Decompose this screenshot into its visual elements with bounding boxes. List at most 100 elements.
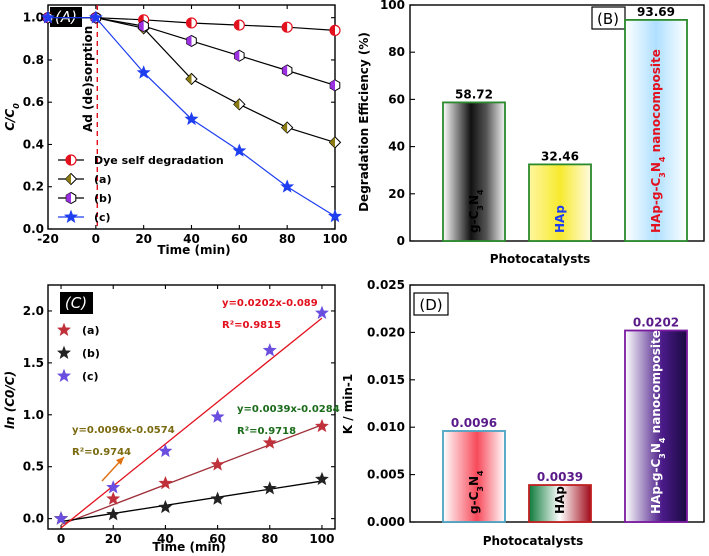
panel-b-axes: 0 20 40 60 80 100 [380,0,415,248]
panel-a-series-2-point-5-fill [282,65,288,77]
panel-c-fit-r2-1: R²=0.9718 [237,426,296,437]
panel-a-legend-marker-2-fill [66,192,71,204]
panel-c-series-0-point-2 [158,475,173,490]
panel-b-bar-value-label-0: 58.72 [455,87,493,101]
panel-a-series-1-point-4-fill [233,98,240,110]
panel-c-legend-marker-1 [57,345,71,359]
panel-d-y-tick-label-4: 0.020 [367,325,405,339]
panel-c-x-tick-label-4: 80 [261,532,278,546]
panel-c-x-tick-label-1: 20 [105,532,122,546]
panel-d-bar-category-label-2-part: N [649,443,663,453]
panel-c-fit-equation-1: y=0.0039x-0.0284 [237,404,340,415]
panel-c-label-box [60,292,93,314]
panel-a-x-tick-label-1: 0 [92,232,100,246]
panel-c-series-2-point-2 [158,443,173,458]
panel-b-bar-category-label-2-part: HAp-g-C [649,178,663,233]
panel-a-series-3-point-5 [280,179,295,193]
panel-a-x-tick-label-5: 80 [279,232,296,246]
panel-c-series-0-point-5 [315,418,329,433]
panel-c-series-0-point-3 [210,457,225,471]
panel-a-axes: 0.0 0.2 0.4 0.6 0.8 1.0 -20 0 20 40 60 80 100 [23,5,348,246]
panel-a-series-3-point-1 [88,10,103,24]
panel-b-bar-2 [624,18,688,242]
panel-c-fit-r2-2: R²=0.9815 [222,320,281,331]
panel-c-series-0-point-1 [106,491,121,505]
panel-b-bar-1 [528,163,592,242]
panel-b-y-tick-label-2: 40 [388,140,405,154]
panel-b-bar-category-label-0-part: N [467,195,481,205]
panel-c-legend-label-2: (c) [82,370,99,383]
panel-a-y-tick-label-3: 0.6 [23,95,44,109]
panel-c-series-2-point-3 [210,409,225,423]
panel-b-bar-category-label-0-part: 3 [476,205,485,211]
panel-c-fit-r2-0: R²=0.9744 [72,447,131,458]
panel-c-series-1-point-4 [262,481,277,495]
panel-a-legend-marker-1-fill [65,173,71,185]
panel-d-bar-category-label-0: g-C3N4 [467,470,485,514]
panel-b-bar-category-label-1-part: HAp [553,205,567,233]
panel-d-bar-category-label-2-part: nanocomposite [649,330,663,437]
panel-b-bar-category-label-2-part: nanocomposite [649,49,663,156]
panel-c-series-1-point-2 [158,499,173,514]
panel-a-x-tick-label-4: 60 [231,232,248,246]
panel-c-series-2-point-5 [315,305,329,319]
panel-c-label: (C) [65,294,87,312]
panel-b-y-tick-label-1: 20 [388,187,405,201]
panel-a-label: (A) [55,8,77,26]
panel-a-series-3-point-0 [41,10,55,24]
panel-c-fit-line-2 [60,317,323,529]
panel-b-bar-category-label-1: HAp [553,205,567,233]
panel-a-x-tick-label-0: -20 [37,232,59,246]
panel-d-y-tick-label-5: 0.025 [367,278,405,292]
panel-c-y-tick-label-4: 2.0 [23,304,44,318]
panel-a-series-0-point-5-fill [282,22,288,33]
panel-a-legend-marker-3 [64,209,78,223]
panel-c-fit-line-1 [60,480,323,523]
panel-c-fit-equation-2: y=0.0202x-0.089 [222,298,318,309]
panel-a-series-0-point-3-fill [186,17,192,28]
panel-b-bar-0 [442,101,506,242]
panel-c-series-2-point-4 [262,343,277,357]
panel-d-label-box [413,292,449,316]
panel-d-bar-category-label-0-part: 3 [476,486,485,492]
panel-a-legend-label-1: (a) [94,173,111,186]
panel-c-fit-line-0 [60,424,323,526]
panel-d-bar-category-label-2-part: 3 [658,453,667,459]
panel-c-annotation-arrow-head [116,457,124,465]
panel-d-label: (D) [419,296,442,314]
panel-b-y-tick-label-4: 80 [388,45,405,59]
panel-c-x-axis-title: Time (min) [152,540,225,554]
panel-c-legend-marker-2 [57,368,71,382]
panel-b-y-tick-label-5: 100 [380,0,405,12]
panel-b-bar-category-label-2: HAp-g-C3N4 nanocomposite [649,49,667,233]
panel-c-series: y=0.0202x-0.089 R²=0.9815 y=0.0039x-0.0284… [54,298,340,529]
panel-c-legend-label-0: (a) [82,324,99,337]
panel-a-x-axis-title: Time (min) [157,243,230,257]
panel-a-series-2-point-6-fill [330,79,335,91]
panel-a-series-3-point-2 [136,65,151,79]
panel-a-y-axis-title-main: C/C [3,109,17,131]
panel-c-x-tick-label-2: 40 [157,532,174,546]
panel-b-x-axis-title: Photocatalysts [490,252,591,266]
panel-a-adsorption-annotation: Ad (de)sorption [81,26,95,132]
panel-b-bar-category-label-2-part: 4 [658,156,667,162]
panel-c-series-2-point-0 [54,511,68,525]
panel-a-series-3-point-3 [184,111,199,126]
panel-c-legend-label-1: (b) [82,347,100,360]
panel-a-series-2-point-4-fill [234,50,240,62]
panel-c-legend-marker-0 [57,322,71,336]
panel-a-label-box [50,7,82,27]
panel-a-series-1-point-5-fill [281,122,288,134]
panel-c-legend: (a) (b) (c) [57,322,100,383]
panel-c-series-0-point-4 [262,435,277,449]
panel-c-series-2-point-1 [106,480,121,494]
panel-c: (C) Time (min) ln (C0/C) 0.0 0.5 1.0 1.5 2.0… [3,284,340,554]
panel-a-series-3-point-4 [232,143,247,157]
panel-d-bar-1 [528,484,592,523]
panel-d-bar-category-label-0-part: g-C [467,491,481,514]
panel-a-y-tick-label-1: 0.2 [23,180,44,194]
panel-a-legend: Dye self degradation (a) (b) (c) [58,154,224,224]
panel-a-series-0-point-4-fill [234,20,240,31]
